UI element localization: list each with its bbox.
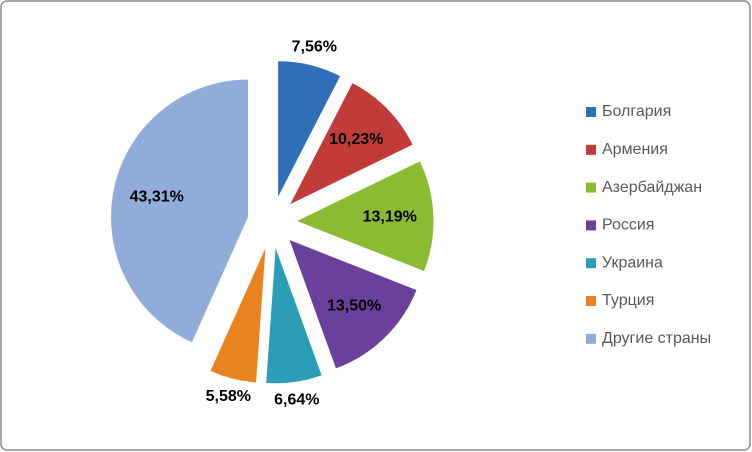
legend-label: Армения	[602, 141, 668, 158]
value-label: 13,50%	[327, 298, 381, 315]
pie-slice	[288, 81, 414, 207]
value-label: 10,23%	[329, 131, 383, 148]
legend-swatch	[586, 144, 596, 155]
legend-swatch	[586, 333, 596, 344]
pie-slice	[287, 238, 418, 370]
legend-swatch	[586, 220, 596, 231]
legend-label: Россия	[602, 217, 654, 234]
value-label: 43,31%	[130, 189, 184, 206]
value-label: 5,58%	[206, 388, 251, 405]
legend-label: Турция	[602, 292, 654, 309]
legend-swatch	[586, 182, 596, 193]
legend-label: Азербайджан	[602, 179, 702, 196]
legend-swatch	[586, 258, 596, 269]
value-label: 7,56%	[292, 38, 337, 55]
value-label: 6,64%	[274, 391, 319, 408]
pie-slice	[265, 245, 323, 385]
legend-swatch	[586, 296, 596, 306]
legend-label: Болгария	[602, 103, 671, 120]
legend-swatch	[586, 107, 596, 117]
legend-label: Украина	[602, 254, 663, 271]
pie-slice	[209, 245, 267, 384]
pie-slice	[110, 78, 250, 344]
pie-slice	[294, 159, 435, 273]
legend-label: Другие страны	[602, 330, 711, 347]
pie-slice	[277, 60, 342, 199]
value-label: 13,19%	[363, 209, 417, 226]
